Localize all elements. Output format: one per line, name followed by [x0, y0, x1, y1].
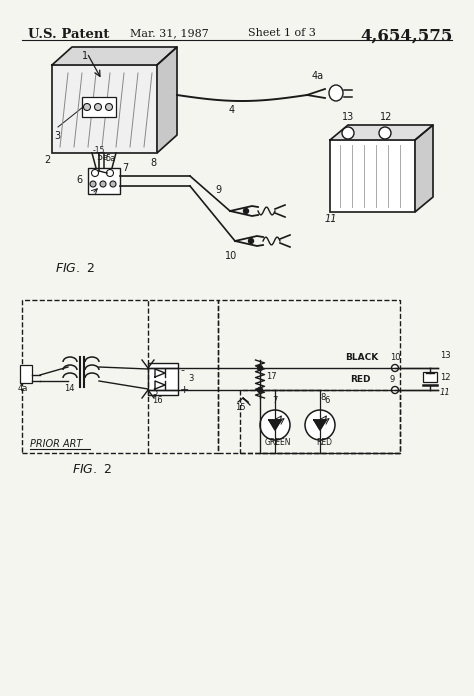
Circle shape	[257, 388, 263, 393]
Text: 11: 11	[325, 214, 337, 224]
Polygon shape	[157, 47, 177, 153]
Text: 13: 13	[440, 351, 451, 360]
Text: Sheet 1 of 3: Sheet 1 of 3	[248, 28, 316, 38]
Text: 5: 5	[152, 388, 157, 397]
Text: 7: 7	[272, 396, 277, 405]
Text: -15: -15	[93, 146, 105, 155]
Circle shape	[392, 386, 399, 393]
Text: $\mathit{FIG.\ 2}$: $\mathit{FIG.\ 2}$	[72, 463, 112, 476]
Text: a: a	[103, 153, 108, 162]
Circle shape	[342, 127, 354, 139]
Text: 15: 15	[235, 403, 246, 412]
Text: 5: 5	[96, 152, 102, 162]
Text: 11: 11	[440, 388, 451, 397]
Polygon shape	[269, 420, 281, 430]
Bar	[218, 300, 400, 453]
Circle shape	[248, 239, 254, 244]
Text: 14: 14	[64, 384, 74, 393]
Text: 3: 3	[188, 374, 193, 383]
Bar	[88, 168, 120, 194]
Circle shape	[94, 104, 101, 111]
Text: 5a: 5a	[105, 154, 115, 163]
Text: $\mathit{FIG.\ 2}$: $\mathit{FIG.\ 2}$	[55, 262, 95, 275]
Circle shape	[90, 181, 96, 187]
Text: Mar. 31, 1987: Mar. 31, 1987	[130, 28, 209, 38]
Text: 4a: 4a	[18, 384, 28, 393]
Bar	[423, 372, 437, 382]
Text: 4: 4	[229, 105, 235, 115]
Circle shape	[110, 181, 116, 187]
Text: 3: 3	[54, 131, 60, 141]
Text: U.S. Patent: U.S. Patent	[28, 28, 109, 41]
Circle shape	[379, 127, 391, 139]
Text: 8: 8	[150, 158, 156, 168]
Text: 9: 9	[215, 185, 221, 195]
Circle shape	[83, 104, 91, 111]
Text: 16: 16	[152, 396, 163, 405]
Text: 4,654,575: 4,654,575	[360, 28, 452, 45]
Ellipse shape	[329, 85, 343, 101]
Text: -: -	[180, 365, 184, 375]
Text: 7: 7	[122, 163, 128, 173]
Text: 13: 13	[342, 112, 354, 122]
Text: 10: 10	[390, 353, 401, 362]
Polygon shape	[330, 125, 433, 140]
Text: 6: 6	[324, 396, 329, 405]
Text: 2: 2	[44, 155, 50, 165]
Circle shape	[305, 410, 335, 440]
Text: 9: 9	[390, 375, 395, 384]
Polygon shape	[415, 125, 433, 212]
Text: 6: 6	[76, 175, 82, 185]
Text: PRIOR ART: PRIOR ART	[30, 439, 82, 449]
Text: 8: 8	[320, 393, 325, 402]
Text: 12: 12	[440, 373, 450, 382]
Text: GREEN: GREEN	[265, 438, 292, 447]
Circle shape	[260, 410, 290, 440]
Text: 12: 12	[380, 112, 392, 122]
Text: RED: RED	[350, 375, 371, 384]
Bar	[148, 363, 178, 395]
Circle shape	[100, 181, 106, 187]
Bar	[240, 390, 400, 453]
Text: 17: 17	[266, 372, 277, 381]
Polygon shape	[314, 420, 326, 430]
Bar	[330, 140, 415, 212]
Text: RED: RED	[316, 438, 332, 447]
Bar	[22, 300, 218, 453]
Circle shape	[91, 170, 99, 177]
Text: 4a: 4a	[312, 71, 324, 81]
Polygon shape	[52, 47, 177, 65]
Text: 1: 1	[82, 51, 88, 61]
Text: 10: 10	[225, 251, 237, 261]
Circle shape	[107, 170, 113, 177]
Bar	[20, 365, 32, 383]
Text: BLACK: BLACK	[345, 353, 378, 362]
Circle shape	[106, 104, 112, 111]
Circle shape	[392, 365, 399, 372]
Bar	[82, 97, 116, 117]
Circle shape	[244, 209, 248, 214]
Text: +: +	[180, 385, 190, 395]
Circle shape	[257, 365, 263, 370]
Bar	[52, 65, 157, 153]
